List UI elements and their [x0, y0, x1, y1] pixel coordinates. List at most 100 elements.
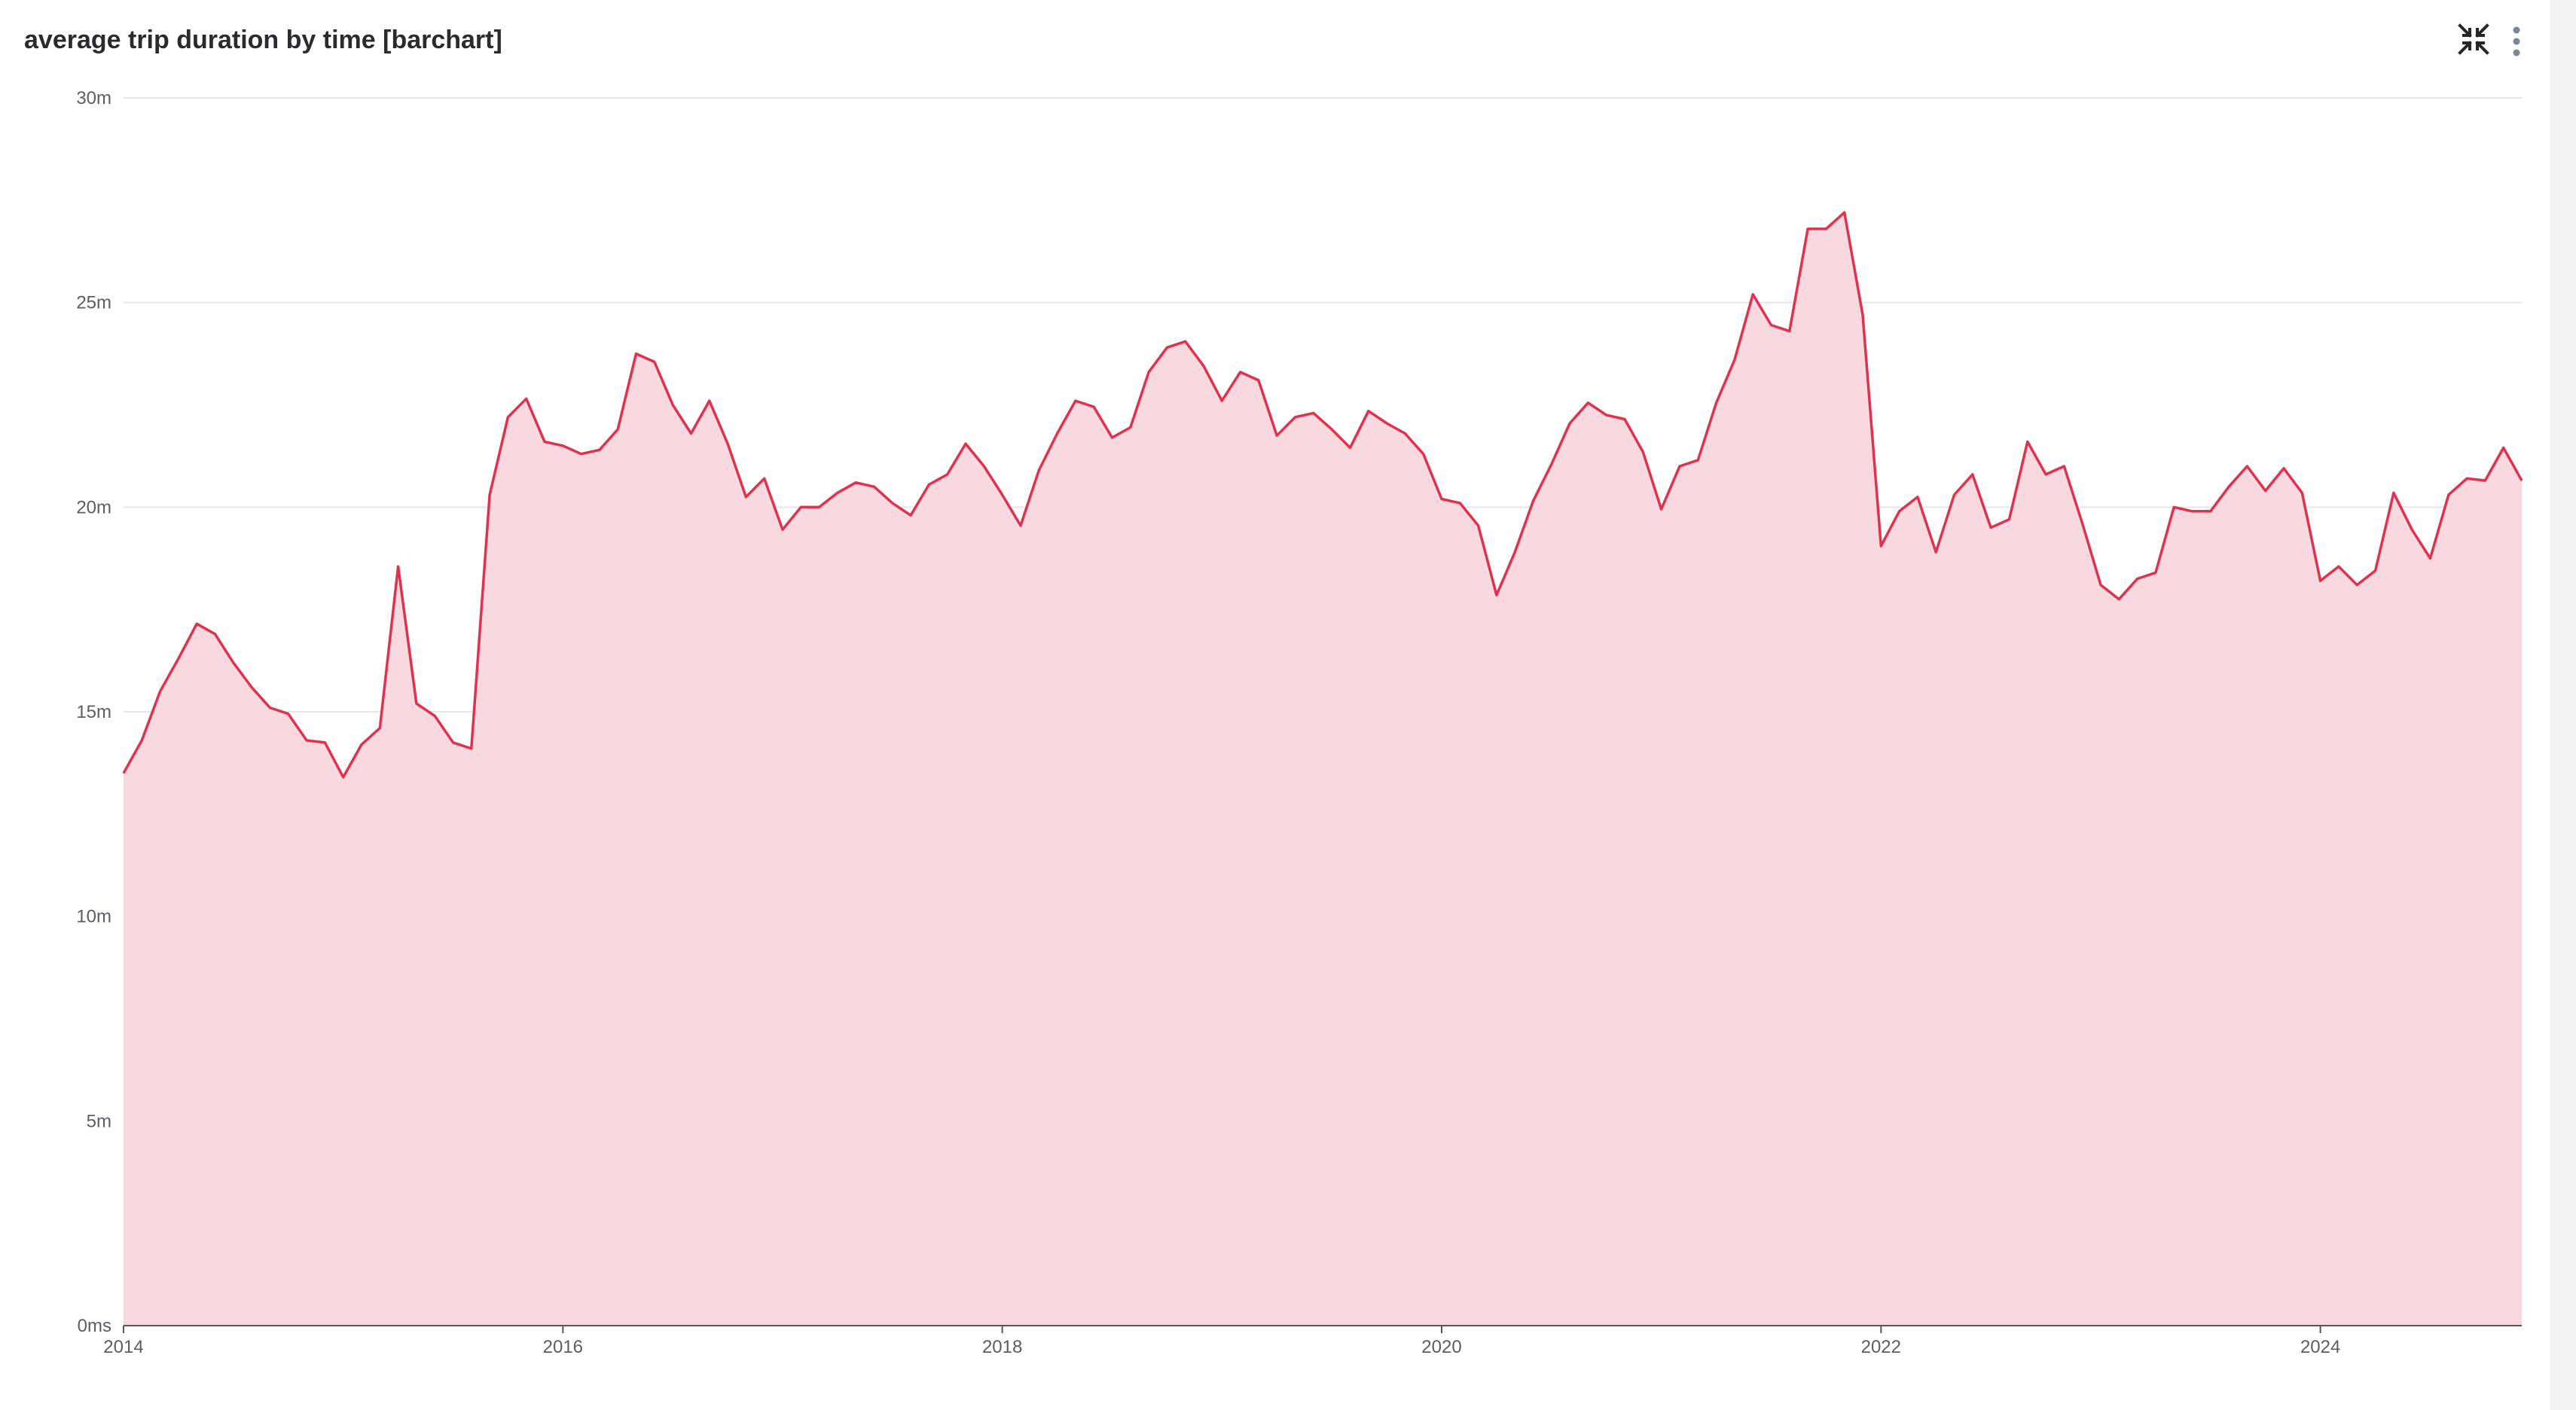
more-vertical-icon[interactable] — [2505, 23, 2528, 60]
data-point — [320, 738, 329, 747]
data-point — [247, 682, 256, 691]
data-point — [1657, 505, 1666, 514]
data-point — [2041, 470, 2050, 479]
y-tick-label: 20m — [76, 497, 111, 517]
data-point — [924, 480, 933, 489]
collapse-icon[interactable] — [2457, 23, 2490, 56]
data-point — [2133, 574, 2142, 583]
data-point — [1785, 327, 1794, 336]
data-point — [229, 658, 238, 667]
data-point — [302, 736, 311, 745]
data-point — [1199, 362, 1208, 371]
data-point — [1162, 343, 1171, 352]
data-point — [1986, 523, 1995, 533]
data-point — [1455, 499, 1464, 508]
data-point — [2096, 581, 2105, 590]
data-point — [1821, 224, 1830, 233]
data-point — [632, 349, 641, 359]
data-point — [467, 744, 476, 753]
y-axis-ticks: 0ms 5m 10m 15m 20m 25m 30m — [76, 88, 111, 1336]
data-point — [668, 401, 677, 410]
data-point — [870, 482, 879, 491]
data-point — [394, 562, 403, 571]
data-point — [2206, 507, 2215, 516]
y-tick-label: 25m — [76, 293, 111, 313]
data-point — [1931, 548, 1940, 557]
data-point — [595, 445, 604, 454]
data-point — [1181, 337, 1190, 346]
data-point — [1913, 493, 1922, 502]
data-point — [1217, 396, 1226, 405]
y-tick-label: 15m — [76, 702, 111, 722]
data-point — [412, 699, 421, 708]
x-tick-label: 2020 — [1421, 1337, 1461, 1357]
data-point — [2261, 487, 2270, 496]
data-point — [851, 478, 860, 487]
data-point — [2407, 525, 2416, 534]
data-point — [613, 425, 622, 434]
data-point — [558, 441, 567, 450]
data-point — [1364, 407, 1373, 416]
data-point — [2224, 482, 2233, 491]
data-point — [265, 703, 274, 713]
data-point — [1437, 495, 1446, 504]
data-point — [430, 711, 439, 720]
data-point — [1474, 521, 1483, 530]
x-tick-label: 2016 — [543, 1337, 583, 1357]
data-point — [1803, 224, 1812, 233]
data-point — [705, 396, 714, 405]
data-point — [2169, 502, 2178, 511]
data-point — [192, 619, 201, 628]
data-point — [339, 773, 348, 782]
data-point — [961, 439, 970, 448]
data-point — [156, 687, 165, 696]
data-point — [1840, 208, 1849, 217]
data-point — [1034, 465, 1043, 475]
data-point — [833, 488, 842, 497]
data-point — [687, 429, 696, 438]
data-point — [2114, 595, 2123, 604]
data-point — [119, 769, 128, 778]
data-point — [943, 470, 952, 479]
data-point — [2371, 566, 2380, 575]
x-tick-label: 2014 — [103, 1337, 143, 1357]
y-tick-label: 30m — [76, 88, 111, 108]
data-point — [2059, 462, 2068, 471]
data-point — [2297, 488, 2306, 497]
y-tick-label: 5m — [87, 1111, 111, 1131]
data-point — [1620, 415, 1629, 424]
data-point — [1053, 429, 1062, 438]
data-point — [1327, 425, 1336, 434]
data-point — [2078, 519, 2087, 528]
data-point — [1968, 470, 1977, 479]
data-point — [503, 413, 512, 422]
data-point — [211, 630, 220, 639]
data-point — [1730, 356, 1739, 365]
data-point — [1712, 398, 1721, 407]
data-point — [2426, 554, 2435, 563]
data-point — [2444, 490, 2453, 499]
data-point — [2023, 437, 2032, 446]
data-point — [1071, 396, 1080, 405]
data-point — [1565, 419, 1574, 428]
data-point — [1108, 433, 1117, 442]
data-point — [375, 724, 384, 733]
data-point — [1510, 548, 1519, 557]
data-point — [1016, 521, 1025, 530]
data-point — [2389, 488, 2398, 497]
data-point — [1272, 431, 1281, 440]
data-point — [1382, 419, 1391, 428]
data-point — [796, 502, 805, 511]
data-point — [1675, 462, 1684, 471]
data-point — [2517, 476, 2526, 485]
data-point — [1547, 459, 1556, 468]
scrollbar-track[interactable] — [2550, 0, 2576, 1410]
y-tick-label: 10m — [76, 907, 111, 927]
data-point — [1638, 447, 1647, 456]
data-point — [2242, 462, 2251, 471]
x-tick-label: 2018 — [982, 1337, 1022, 1357]
data-point — [1895, 507, 1904, 516]
data-point — [1529, 496, 1538, 505]
data-point — [1858, 310, 1867, 319]
series-line — [122, 211, 2523, 779]
